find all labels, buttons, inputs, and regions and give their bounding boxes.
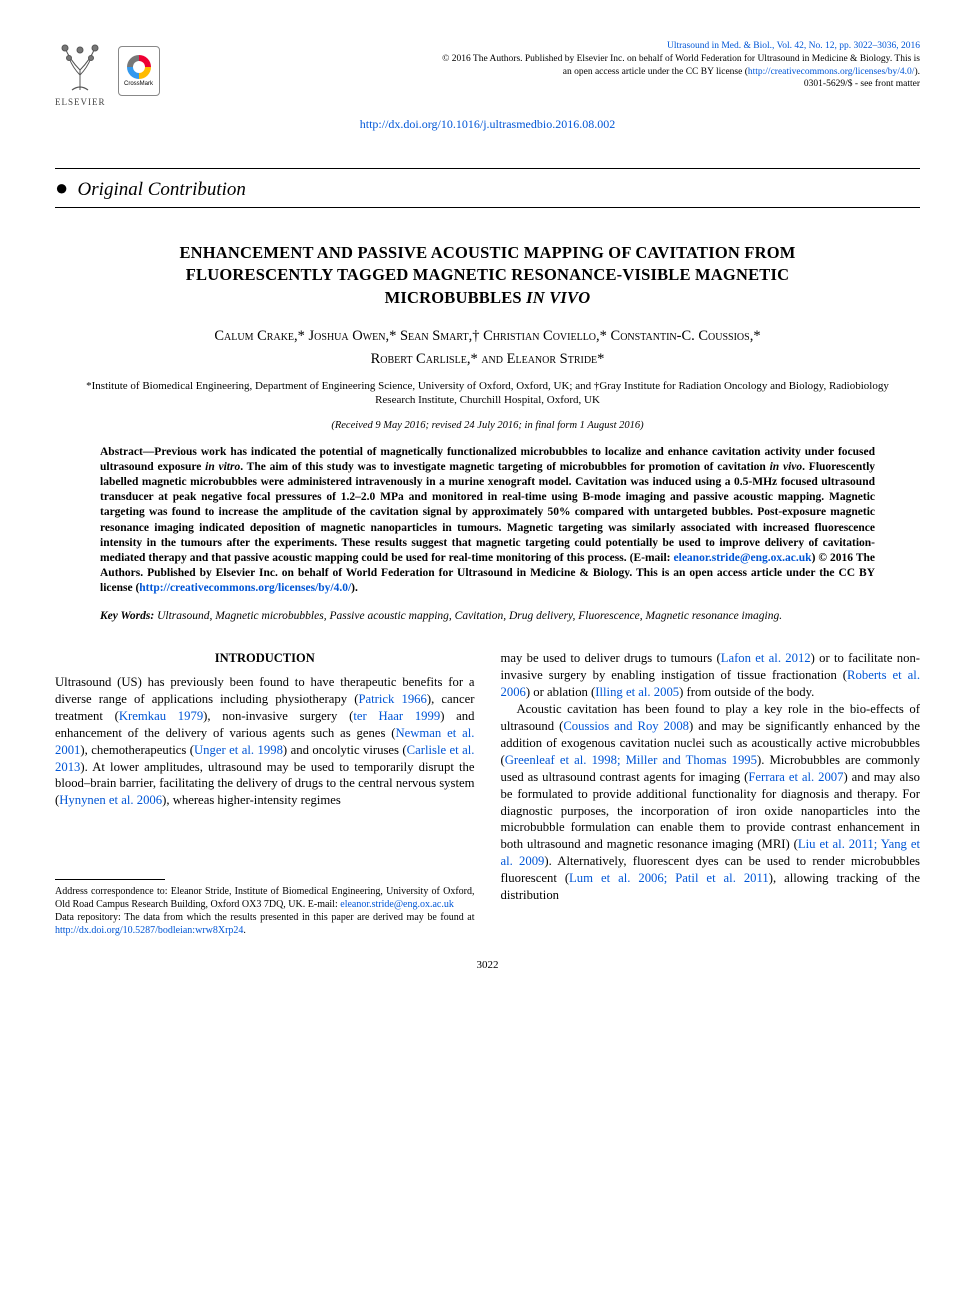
article-dates: (Received 9 May 2016; revised 24 July 20…	[55, 420, 920, 431]
abstract-t5: ).	[351, 582, 358, 594]
ref-link[interactable]: Kremkau 1979	[119, 709, 203, 723]
bullet-icon: ●	[55, 175, 68, 200]
copyright-line: © 2016 The Authors. Published by Elsevie…	[442, 54, 920, 64]
ref-link[interactable]: Greenleaf et al. 1998; Miller and Thomas…	[505, 753, 757, 767]
intro-para-2: Acoustic cavitation has been found to pl…	[501, 701, 921, 904]
journal-header: ELSEVIER CrossMark Ultrasound in Med. & …	[55, 40, 920, 107]
title-line-2: FLUORESCENTLY TAGGED MAGNETIC RESONANCE-…	[186, 265, 789, 284]
citation-block: Ultrasound in Med. & Biol., Vol. 42, No.…	[172, 40, 921, 91]
data-repository-note: Data repository: The data from which the…	[55, 911, 475, 937]
abstract-label: Abstract—	[100, 446, 154, 458]
ref-link[interactable]: Patrick 1966	[358, 692, 426, 706]
license-link[interactable]: http://creativecommons.org/licenses/by/4…	[748, 67, 915, 77]
authors-line-2: Robert Carlisle,* and Eleanor Stride*	[371, 351, 605, 367]
ref-link[interactable]: Lafon et al. 2012	[721, 651, 811, 665]
ref-link[interactable]: Lum et al. 2006; Patil et al. 2011	[569, 871, 769, 885]
elsevier-logo: ELSEVIER	[55, 40, 106, 107]
ref-link[interactable]: ter Haar 1999	[353, 709, 440, 723]
page-number: 3022	[55, 959, 920, 971]
ref-link[interactable]: Unger et al. 1998	[194, 743, 283, 757]
left-column: INTRODUCTION Ultrasound (US) has previou…	[55, 650, 475, 937]
ref-link[interactable]: Ferrara et al. 2007	[748, 770, 843, 784]
abstract-email[interactable]: eleanor.stride@eng.ox.ac.uk	[674, 552, 812, 564]
license-prefix: an open access article under the CC BY l…	[563, 67, 748, 77]
corresponding-address: Address correspondence to: Eleanor Strid…	[55, 885, 475, 911]
doi-link[interactable]: http://dx.doi.org/10.1016/j.ultrasmedbio…	[360, 117, 615, 131]
body-columns: INTRODUCTION Ultrasound (US) has previou…	[55, 650, 920, 937]
article-type-bar: ● Original Contribution	[55, 168, 920, 208]
license-suffix: ).	[914, 67, 920, 77]
intro-para-1: Ultrasound (US) has previously been foun…	[55, 674, 475, 809]
abstract-i2: in vivo	[770, 461, 803, 473]
footnote-email[interactable]: eleanor.stride@eng.ox.ac.uk	[340, 899, 454, 910]
abstract-t2: . The aim of this study was to investiga…	[240, 461, 769, 473]
data-repo-link[interactable]: http://dx.doi.org/10.5287/bodleian:wrw8X…	[55, 925, 243, 936]
keywords-block: Key Words: Ultrasound, Magnetic microbub…	[100, 610, 875, 622]
citation-line: Ultrasound in Med. & Biol., Vol. 42, No.…	[172, 40, 921, 53]
keywords-text: Ultrasound, Magnetic microbubbles, Passi…	[157, 610, 782, 622]
affiliations: *Institute of Biomedical Engineering, De…	[85, 379, 890, 408]
title-line-3a: MICROBUBBLES	[385, 288, 527, 307]
doi-line: http://dx.doi.org/10.1016/j.ultrasmedbio…	[55, 117, 920, 132]
abstract-block: Abstract—Previous work has indicated the…	[100, 445, 875, 597]
footnote-rule	[55, 879, 165, 880]
issn-line: 0301-5629/$ - see front matter	[172, 78, 921, 91]
title-line-1: ENHANCEMENT AND PASSIVE ACOUSTIC MAPPING…	[179, 243, 795, 262]
ref-link[interactable]: Coussios and Roy 2008	[563, 719, 689, 733]
section-heading-introduction: INTRODUCTION	[55, 650, 475, 667]
crossmark-badge[interactable]: CrossMark	[118, 46, 160, 96]
keywords-label: Key Words:	[100, 610, 157, 622]
crossmark-label: CrossMark	[124, 81, 153, 87]
authors-line-1: Calum Crake,* Joshua Owen,* Sean Smart,†…	[214, 328, 760, 344]
right-column: may be used to deliver drugs to tumours …	[501, 650, 921, 937]
abstract-t3: . Fluorescently labelled magnetic microb…	[100, 461, 875, 564]
article-type-label: Original Contribution	[78, 179, 246, 200]
crossmark-icon	[127, 55, 151, 79]
title-line-3b: IN VIVO	[526, 288, 590, 307]
ref-link[interactable]: Hynynen et al. 2006	[59, 793, 162, 807]
authors-block: Calum Crake,* Joshua Owen,* Sean Smart,†…	[55, 325, 920, 371]
abstract-license-link[interactable]: http://creativecommons.org/licenses/by/4…	[139, 582, 351, 594]
ref-link[interactable]: Illing et al. 2005	[595, 685, 679, 699]
elsevier-label: ELSEVIER	[55, 97, 106, 107]
intro-para-1-cont: may be used to deliver drugs to tumours …	[501, 650, 921, 701]
elsevier-tree-icon	[55, 40, 105, 95]
abstract-i1: in vitro	[205, 461, 240, 473]
article-title: ENHANCEMENT AND PASSIVE ACOUSTIC MAPPING…	[85, 242, 890, 309]
